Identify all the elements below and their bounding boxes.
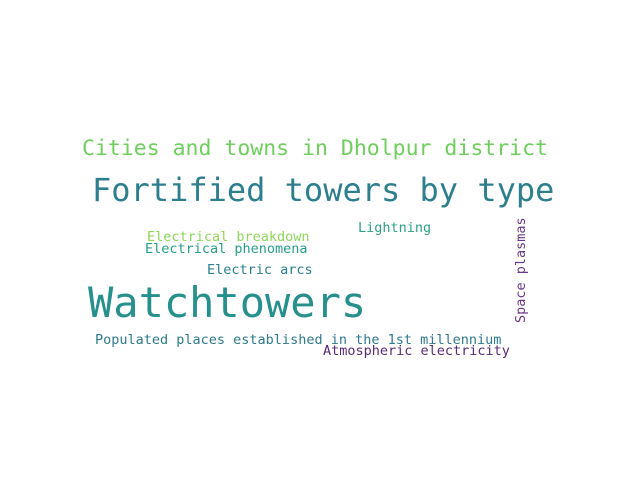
word-populated-places: Populated places established in the 1st … [95, 332, 502, 348]
word-fortified-towers-by-type: Fortified towers by type [92, 171, 555, 209]
word-watchtowers: Watchtowers [88, 278, 367, 327]
word-electric-arcs: Electric arcs [207, 262, 313, 278]
word-electrical-phenomena: Electrical phenomena [145, 241, 308, 257]
word-electrical-breakdown: Electrical breakdown [147, 229, 310, 245]
word-atmospheric-electricity: Atmospheric electricity [323, 343, 510, 359]
word-space-plasmas: Space plasmas [513, 217, 529, 323]
word-cities-and-towns-in-dholpur-district: Cities and towns in Dholpur district [82, 136, 548, 161]
word-lightning: Lightning [358, 220, 432, 236]
